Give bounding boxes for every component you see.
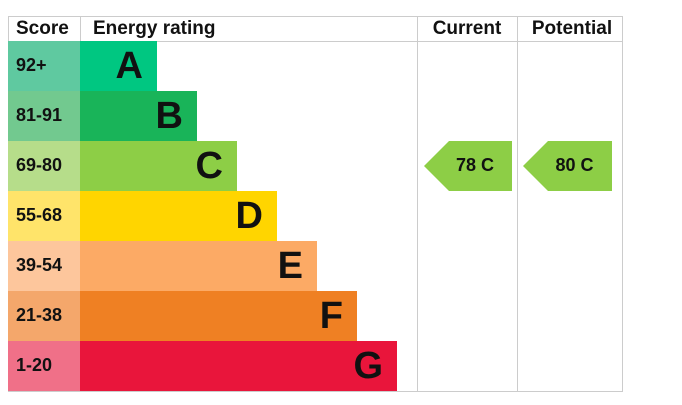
- score-cell: [8, 41, 80, 91]
- band-letter: G: [353, 345, 383, 387]
- score-cell: [8, 241, 80, 291]
- score-label: 1-20: [16, 355, 52, 375]
- score-label: 21-38: [16, 305, 62, 325]
- band-bar: [80, 241, 317, 291]
- band-bar: [80, 341, 397, 391]
- score-label: 39-54: [16, 255, 62, 275]
- score-cell: [8, 91, 80, 141]
- band-letter: C: [196, 145, 223, 187]
- current-label: 78 C: [456, 155, 494, 175]
- band-bar: [80, 291, 357, 341]
- current-arrow: [424, 141, 512, 191]
- header-score: Score: [16, 18, 69, 39]
- score-cell: [8, 291, 80, 341]
- score-label: 55-68: [16, 205, 62, 225]
- score-cell: [8, 191, 80, 241]
- potential-arrow: [523, 141, 612, 191]
- score-cell: [8, 141, 80, 191]
- score-label: 92+: [16, 55, 47, 75]
- score-cell: [8, 341, 80, 391]
- header-current: Current: [433, 18, 502, 39]
- band-bar: [80, 191, 277, 241]
- band-letter: A: [116, 45, 143, 87]
- band-letter: F: [320, 295, 343, 337]
- band-bar: [80, 91, 197, 141]
- band-letter: B: [156, 95, 183, 137]
- band-letter: D: [236, 195, 263, 237]
- score-label: 69-80: [16, 155, 62, 175]
- band-bar: [80, 41, 157, 91]
- header-rating: Energy rating: [93, 18, 215, 39]
- band-letter: E: [278, 245, 303, 287]
- score-label: 81-91: [16, 105, 62, 125]
- header-potential: Potential: [532, 18, 612, 39]
- band-bar: [80, 141, 237, 191]
- potential-label: 80 C: [555, 155, 593, 175]
